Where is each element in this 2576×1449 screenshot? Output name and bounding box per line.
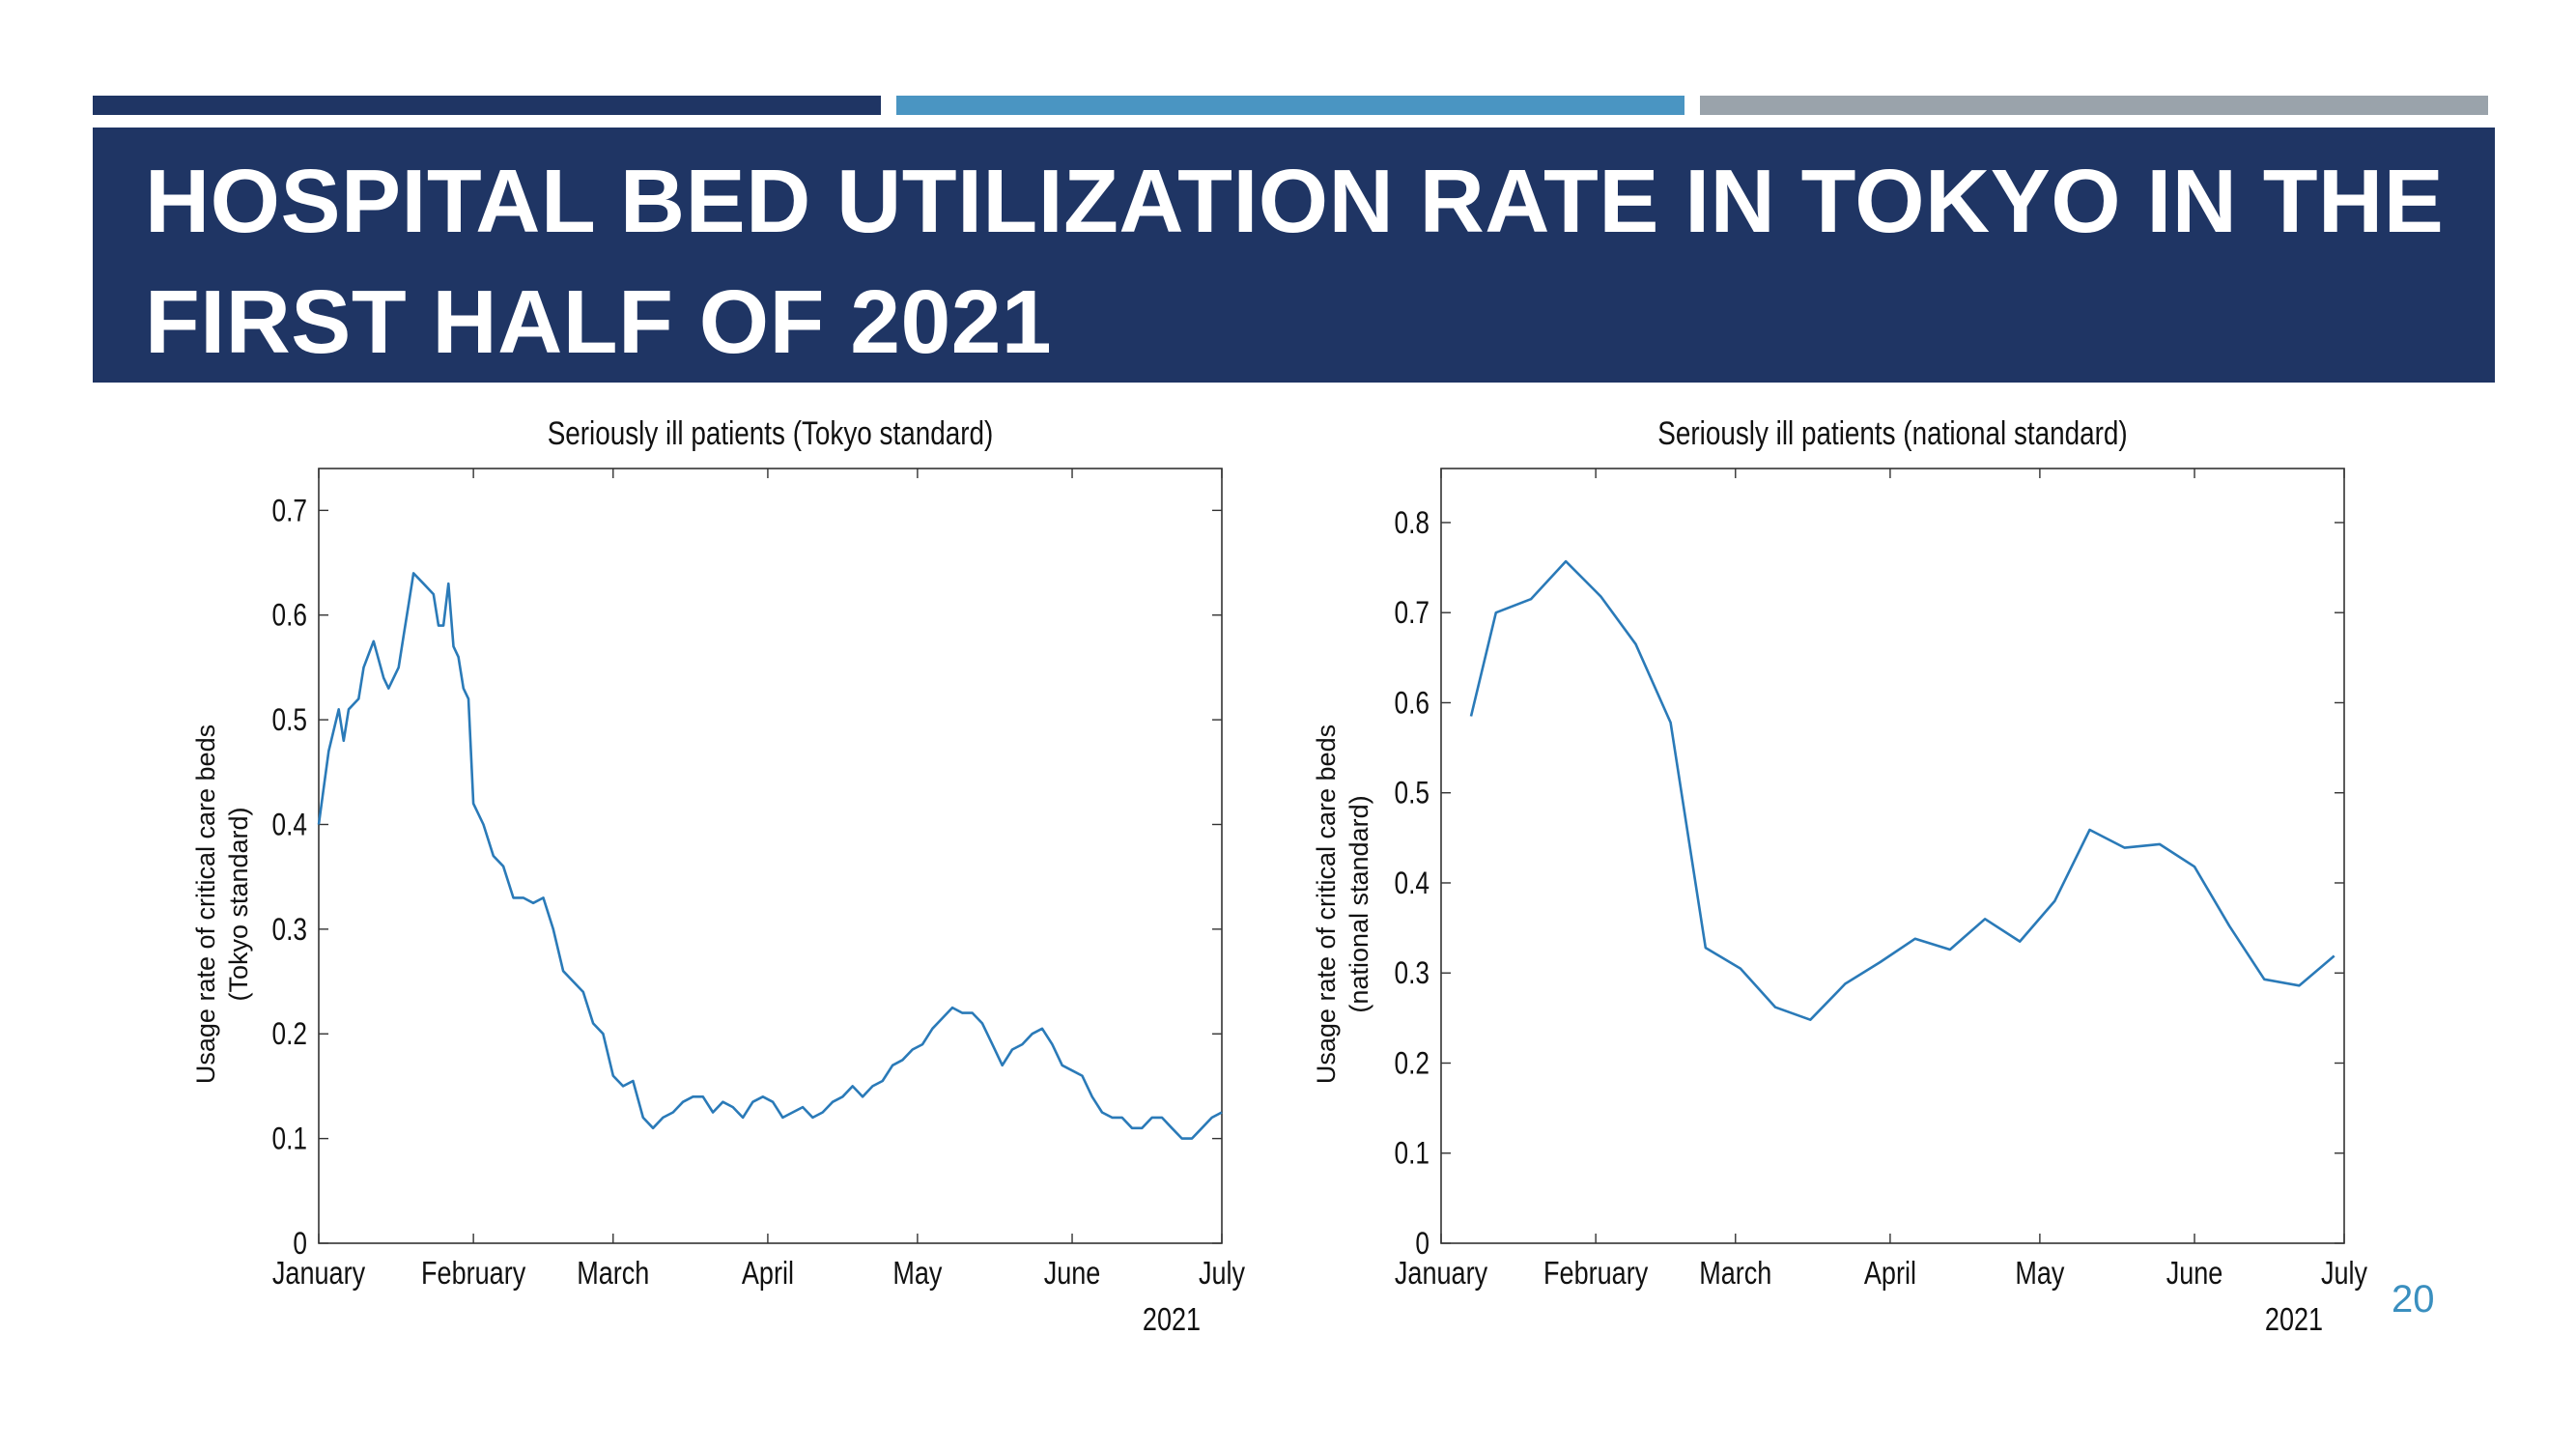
y-axis-label-line: (Tokyo standard) bbox=[224, 807, 253, 1001]
series-line bbox=[1469, 559, 2335, 1021]
chart-title: Seriously ill patients (Tokyo standard) bbox=[548, 414, 994, 451]
x-year-label: 2021 bbox=[2265, 1303, 2323, 1338]
y-tick-label: 0 bbox=[293, 1228, 307, 1262]
y-tick-label: 0.3 bbox=[272, 914, 307, 948]
y-axis-label-line: (national standard) bbox=[1345, 795, 1373, 1012]
y-tick-label: 0.1 bbox=[1395, 1137, 1430, 1171]
x-tick-label: June bbox=[1044, 1257, 1101, 1292]
x-year-label: 2021 bbox=[1143, 1303, 1201, 1338]
plot-frame bbox=[318, 468, 1223, 1244]
x-tick-label: June bbox=[2166, 1257, 2223, 1292]
y-tick-label: 0.7 bbox=[272, 495, 307, 528]
y-tick-label: 0.2 bbox=[272, 1018, 307, 1052]
x-tick-label: January bbox=[272, 1257, 366, 1292]
x-tick-label: April bbox=[1864, 1257, 1916, 1292]
chart-tokyo-standard: Seriously ill patients (Tokyo standard) 0… bbox=[191, 414, 1246, 1338]
x-tick-label: July bbox=[1199, 1257, 1246, 1292]
y-tick-label: 0.3 bbox=[1395, 957, 1430, 991]
y-tick-label: 0.4 bbox=[1395, 867, 1430, 901]
x-tick-label: January bbox=[1395, 1257, 1488, 1292]
y-axis-label-line: Usage rate of critical care beds bbox=[191, 724, 220, 1084]
x-tick-label: July bbox=[2321, 1257, 2368, 1292]
y-tick-label: 0.5 bbox=[272, 704, 307, 738]
y-axis-label-line: Usage rate of critical care beds bbox=[1312, 724, 1341, 1084]
header-strip-dark bbox=[93, 96, 881, 115]
y-tick-label: 0.4 bbox=[272, 809, 307, 842]
x-tick-label: April bbox=[742, 1257, 794, 1292]
slide-title: HOSPITAL BED UTILIZATION RATE IN TOKYO I… bbox=[145, 151, 2445, 372]
page-number: 20 bbox=[2392, 1278, 2435, 1321]
y-tick-label: 0.8 bbox=[1395, 507, 1430, 541]
y-tick-label: 0.6 bbox=[1395, 687, 1430, 721]
x-tick-label: February bbox=[1543, 1257, 1649, 1292]
header-strip-blue bbox=[896, 96, 1684, 115]
header-strip-gray bbox=[1700, 96, 2488, 115]
series-line bbox=[317, 572, 1223, 1140]
x-tick-label: March bbox=[577, 1257, 649, 1292]
chart-title: Seriously ill patients (national standar… bbox=[1657, 414, 2127, 451]
y-tick-label: 0.2 bbox=[1395, 1047, 1430, 1081]
chart-national-standard: Seriously ill patients (national standar… bbox=[1312, 414, 2368, 1338]
title-band: HOSPITAL BED UTILIZATION RATE IN TOKYO I… bbox=[93, 128, 2495, 383]
x-tick-label: May bbox=[892, 1257, 943, 1292]
x-tick-label: May bbox=[2015, 1257, 2065, 1292]
x-tick-label: March bbox=[1699, 1257, 1771, 1292]
plot-frame bbox=[1440, 468, 2345, 1244]
y-tick-label: 0 bbox=[1415, 1228, 1430, 1262]
y-tick-label: 0.1 bbox=[272, 1122, 307, 1156]
x-tick-label: February bbox=[421, 1257, 526, 1292]
y-tick-label: 0.7 bbox=[1395, 597, 1430, 631]
y-tick-label: 0.6 bbox=[272, 599, 307, 633]
y-tick-label: 0.5 bbox=[1395, 777, 1430, 810]
